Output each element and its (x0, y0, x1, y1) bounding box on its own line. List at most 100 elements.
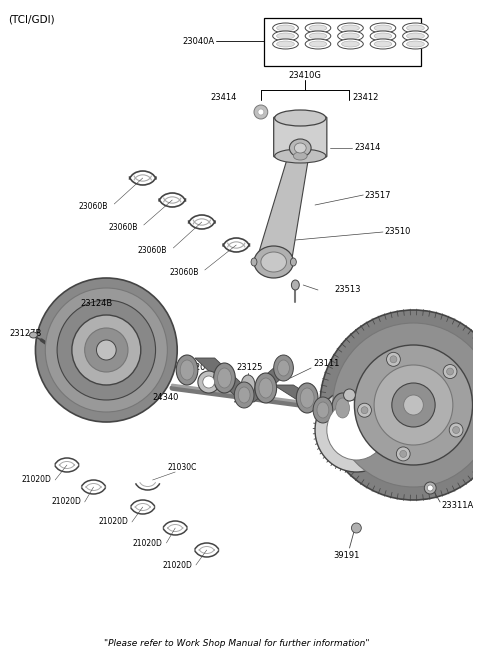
Bar (264, 18, 421, 66)
Text: 39190A: 39190A (349, 401, 382, 409)
Circle shape (351, 523, 361, 533)
Text: 21020D: 21020D (51, 497, 81, 507)
Circle shape (333, 323, 480, 487)
Ellipse shape (238, 387, 250, 403)
Text: 23060B: 23060B (108, 223, 138, 232)
Circle shape (344, 389, 355, 401)
Circle shape (354, 345, 472, 465)
Ellipse shape (309, 33, 327, 39)
Circle shape (84, 328, 128, 372)
Circle shape (449, 423, 463, 437)
Text: 11304B: 11304B (335, 384, 367, 392)
Ellipse shape (305, 39, 331, 49)
Ellipse shape (374, 41, 392, 47)
Ellipse shape (274, 355, 293, 381)
Circle shape (203, 376, 215, 388)
Ellipse shape (276, 25, 294, 31)
Circle shape (392, 383, 435, 427)
Ellipse shape (276, 41, 294, 47)
Circle shape (374, 365, 453, 445)
Ellipse shape (370, 23, 396, 33)
Ellipse shape (293, 152, 307, 160)
Ellipse shape (275, 149, 326, 163)
Ellipse shape (289, 139, 311, 157)
Text: 23200B: 23200B (408, 344, 441, 353)
Circle shape (198, 371, 219, 393)
Circle shape (36, 278, 177, 422)
Ellipse shape (403, 39, 428, 49)
Ellipse shape (337, 23, 363, 33)
Circle shape (315, 388, 398, 472)
Circle shape (446, 368, 454, 375)
Polygon shape (195, 358, 254, 395)
Ellipse shape (251, 258, 257, 266)
Text: (TCI/GDI): (TCI/GDI) (8, 14, 55, 24)
Ellipse shape (276, 33, 294, 39)
Circle shape (424, 482, 436, 494)
Ellipse shape (273, 31, 298, 41)
Ellipse shape (337, 31, 363, 41)
Text: 23060B: 23060B (169, 268, 199, 277)
Text: 23111: 23111 (313, 359, 339, 367)
Ellipse shape (342, 25, 360, 31)
Ellipse shape (275, 110, 326, 126)
Ellipse shape (217, 368, 231, 388)
Circle shape (443, 365, 457, 378)
Circle shape (386, 352, 400, 367)
Text: 23125: 23125 (236, 363, 263, 373)
Ellipse shape (296, 383, 318, 413)
Ellipse shape (370, 39, 396, 49)
Ellipse shape (336, 398, 349, 418)
Ellipse shape (342, 33, 360, 39)
Circle shape (396, 447, 410, 461)
Text: 23517: 23517 (364, 191, 391, 200)
Ellipse shape (313, 397, 333, 423)
Ellipse shape (30, 332, 37, 338)
Circle shape (358, 403, 372, 417)
Ellipse shape (403, 23, 428, 33)
Text: 23412: 23412 (352, 93, 379, 101)
Polygon shape (234, 368, 293, 402)
Circle shape (390, 356, 397, 363)
Text: 21020D: 21020D (98, 518, 128, 526)
Ellipse shape (259, 378, 273, 398)
Circle shape (45, 288, 168, 412)
Circle shape (96, 340, 116, 360)
Polygon shape (256, 148, 310, 262)
Ellipse shape (234, 382, 254, 408)
Ellipse shape (407, 41, 424, 47)
Text: 23060B: 23060B (138, 246, 167, 255)
Text: 23060B: 23060B (79, 202, 108, 211)
Polygon shape (274, 385, 333, 410)
Text: 39191: 39191 (333, 551, 360, 560)
Circle shape (72, 315, 141, 385)
Circle shape (453, 426, 459, 434)
Circle shape (258, 109, 264, 115)
Ellipse shape (305, 23, 331, 33)
Ellipse shape (291, 280, 300, 290)
Ellipse shape (273, 39, 298, 49)
Text: 24340: 24340 (153, 394, 179, 403)
Ellipse shape (261, 252, 287, 272)
Text: "Please refer to Work Shop Manual for further information": "Please refer to Work Shop Manual for fu… (104, 639, 369, 648)
Text: 23040A: 23040A (182, 37, 215, 45)
Ellipse shape (176, 355, 198, 385)
Text: 23124B: 23124B (81, 298, 113, 307)
Ellipse shape (290, 258, 296, 266)
Ellipse shape (317, 402, 329, 418)
Text: 23311A: 23311A (441, 501, 473, 509)
Ellipse shape (300, 388, 314, 408)
Circle shape (427, 485, 433, 491)
Text: 23127B: 23127B (10, 328, 42, 338)
Ellipse shape (332, 393, 353, 423)
Ellipse shape (374, 33, 392, 39)
Ellipse shape (255, 373, 276, 403)
Circle shape (320, 310, 480, 500)
Circle shape (361, 407, 368, 414)
Ellipse shape (294, 143, 306, 153)
Circle shape (327, 400, 386, 460)
Ellipse shape (342, 41, 360, 47)
Circle shape (400, 451, 407, 457)
Ellipse shape (277, 360, 289, 376)
Text: 23120: 23120 (179, 363, 205, 373)
